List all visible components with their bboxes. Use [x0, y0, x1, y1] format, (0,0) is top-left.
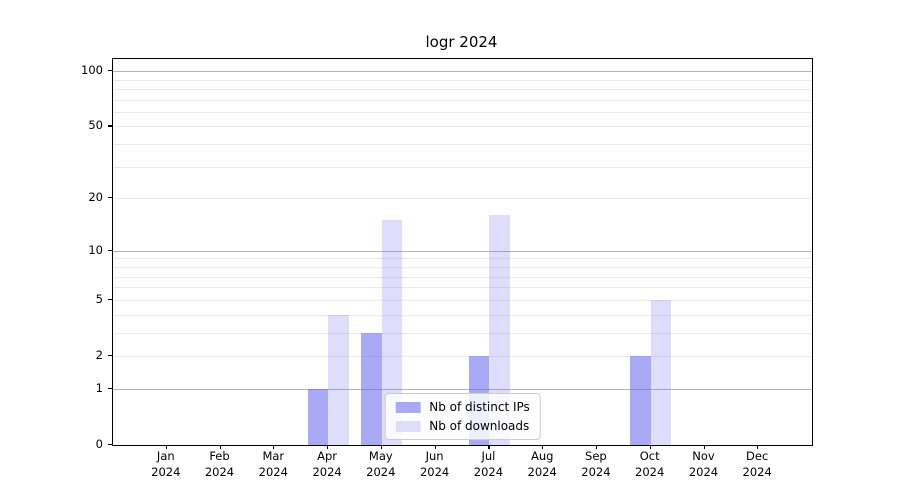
bar-downloads-may	[381, 220, 403, 445]
x-tick-mark-mar	[273, 445, 275, 449]
bar-distinct-ips-apr	[307, 388, 329, 445]
x-tick-label-jan: Jan 2024	[151, 449, 181, 479]
bar-distinct-ips-may	[361, 332, 382, 445]
x-tick-label-feb: Feb 2024	[204, 449, 235, 479]
x-tick-label-oct: Oct 2024	[635, 449, 665, 479]
x-tick-label-mar: Mar 2024	[258, 449, 288, 479]
y-tick-mark-2	[108, 355, 113, 357]
x-tick-label-apr: Apr 2024	[312, 449, 342, 479]
gridline-minor-70	[113, 99, 812, 101]
x-tick-label-may: May 2024	[366, 449, 396, 479]
x-tick-mark-nov	[703, 445, 705, 449]
y-tick-mark-10	[108, 249, 113, 251]
x-tick-mark-may	[380, 445, 382, 449]
y-tick-mark-20	[108, 197, 113, 199]
gridline-minor-7	[113, 276, 812, 278]
gridline-minor-90	[113, 79, 812, 81]
legend-label-downloads: Nb of downloads	[429, 419, 530, 433]
x-tick-mark-oct	[649, 445, 651, 449]
x-tick-label-nov: Nov 2024	[688, 449, 719, 479]
gridline-minor-50	[113, 126, 812, 128]
gridline-minor-9	[113, 258, 812, 260]
y-tick-label-100: 100	[81, 63, 103, 78]
x-tick-mark-jan	[165, 445, 167, 449]
y-tick-label-20: 20	[88, 190, 103, 205]
y-tick-label-0: 0	[95, 437, 103, 451]
gridline-major-1	[113, 388, 812, 390]
y-tick-label-2: 2	[95, 348, 103, 362]
y-tick-label-10: 10	[88, 242, 103, 257]
bar-downloads-apr	[328, 314, 349, 445]
bar-downloads-oct	[650, 299, 672, 445]
x-tick-label-jun: Jun 2024	[419, 449, 450, 479]
gridline-major-10	[113, 250, 812, 252]
x-tick-mark-jun	[434, 445, 436, 449]
gridline-major-100	[113, 71, 812, 73]
y-tick-label-1: 1	[95, 380, 103, 395]
x-tick-label-dec: Dec 2024	[742, 449, 772, 479]
legend-swatch-distinct-ips	[395, 401, 421, 413]
y-tick-mark-0	[108, 444, 113, 446]
y-tick-label-5: 5	[95, 291, 103, 306]
gridline-minor-6	[113, 287, 812, 289]
legend-item-distinct-ips: Nb of distinct IPs	[395, 400, 530, 414]
x-tick-label-sep: Sep 2024	[581, 449, 611, 479]
x-tick-label-jul: Jul 2024	[473, 449, 504, 479]
y-tick-mark-5	[108, 298, 113, 300]
legend-item-downloads: Nb of downloads	[395, 419, 530, 433]
gridline-minor-2	[113, 356, 812, 357]
y-tick-mark-50	[108, 125, 113, 127]
legend-label-distinct-ips: Nb of distinct IPs	[429, 400, 530, 414]
bar-distinct-ips-oct	[630, 356, 651, 445]
bar-downloads-jul	[489, 215, 510, 445]
gridline-minor-5	[113, 299, 812, 301]
x-tick-mark-jul	[488, 445, 490, 449]
legend: Nb of distinct IPs Nb of downloads	[384, 393, 541, 440]
gridline-minor-3	[113, 332, 812, 334]
gridline-minor-30	[113, 166, 812, 168]
x-tick-mark-sep	[595, 445, 598, 449]
gridline-minor-8	[113, 267, 812, 268]
y-tick-label-50: 50	[88, 118, 103, 133]
x-tick-mark-aug	[542, 445, 544, 449]
x-tick-mark-feb	[219, 445, 221, 449]
y-tick-mark-100	[108, 70, 113, 72]
chart-title: logr 2024	[425, 33, 498, 51]
legend-swatch-downloads	[395, 420, 421, 432]
plot-area: Nb of distinct IPs Nb of downloads	[112, 58, 813, 446]
gridline-minor-60	[113, 111, 812, 113]
x-tick-label-aug: Aug 2024	[527, 449, 557, 479]
gridline-minor-20	[113, 198, 812, 200]
x-tick-mark-apr	[327, 445, 329, 449]
gridline-minor-4	[113, 314, 812, 316]
y-tick-mark-1	[108, 387, 113, 389]
x-tick-mark-dec	[757, 445, 759, 449]
gridline-minor-80	[113, 88, 812, 90]
gridline-minor-40	[113, 144, 812, 146]
